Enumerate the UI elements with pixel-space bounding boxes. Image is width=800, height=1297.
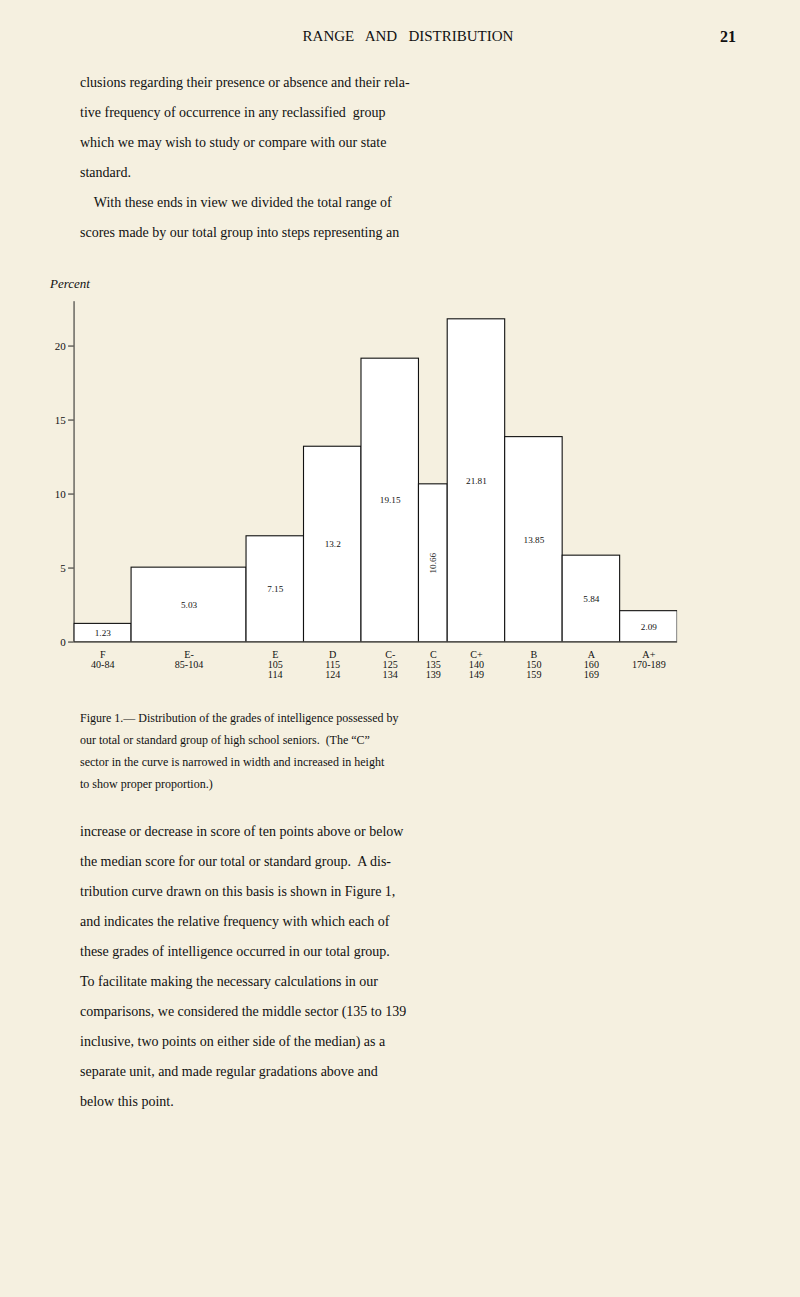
svg-text:C135139: C135139: [426, 649, 441, 680]
svg-text:7.15: 7.15: [267, 584, 283, 594]
html-text:below this point.: below this point.: [80, 1093, 174, 1109]
html-text:sector in the curve is narrowe: sector in the curve is narrowed in width…: [80, 754, 385, 769]
html-text:which we may wish to study or: which we may wish to study or compare wi…: [80, 135, 387, 150]
svg-text:1.23: 1.23: [95, 628, 111, 638]
svg-text:F40-84: F40-84: [91, 649, 115, 670]
html-text:RANGE AND DISTRIBUTION: RANGE AND DISTRIBUTION: [302, 28, 514, 44]
html-text:increase or decrease in score: increase or decrease in score of ten poi…: [80, 823, 404, 839]
svg-text:D115124: D115124: [325, 649, 340, 680]
html-text:the median score for our total: the median score for our total or standa…: [80, 853, 391, 869]
html-text:tive frequency of occurrence i: tive frequency of occurrence in any recl…: [80, 105, 386, 120]
html-text:our total or standard group of: our total or standard group of high scho…: [80, 732, 370, 747]
svg-text:C+140149: C+140149: [469, 649, 484, 680]
html-text:21: 21: [720, 28, 736, 45]
svg-text:10.66: 10.66: [428, 552, 438, 573]
html-text:clusions regarding their prese: clusions regarding their presence or abs…: [80, 75, 410, 90]
svg-text:E105114: E105114: [268, 649, 283, 680]
html-text:separate unit, and made regula: separate unit, and made regular gradatio…: [80, 1063, 378, 1079]
svg-text:5.03: 5.03: [181, 600, 197, 610]
svg-text:B150159: B150159: [526, 649, 541, 680]
html-text:Percent: Percent: [50, 276, 90, 291]
svg-text:A160169: A160169: [584, 649, 599, 680]
html-text:and indicates the relative fre: and indicates the relative frequency wit…: [80, 913, 390, 929]
html-text:Figure 1.— Distribution of the: Figure 1.— Distribution of the grades of…: [80, 710, 399, 725]
html-text:With these ends in view we div: With these ends in view we divided the t…: [80, 195, 392, 210]
svg-text:10: 10: [55, 488, 67, 500]
svg-text:19.15: 19.15: [380, 495, 401, 505]
html-text:standard.: standard.: [80, 165, 131, 180]
svg-text:21.81: 21.81: [466, 476, 487, 486]
svg-text:0: 0: [60, 636, 66, 648]
html-text:scores made by our total group: scores made by our total group into step…: [80, 225, 400, 240]
svg-text:5.84: 5.84: [583, 594, 599, 604]
html-text:to show proper proportion.): to show proper proportion.): [80, 776, 213, 791]
svg-text:15: 15: [55, 414, 67, 426]
html-text:tribution curve drawn on this: tribution curve drawn on this basis is s…: [80, 883, 396, 899]
html-text:these grades of intelligence o: these grades of intelligence occurred in…: [80, 943, 390, 959]
html-text:inclusive, two points on eithe: inclusive, two points on either side of …: [80, 1033, 386, 1049]
html-text:comparisons, we considered the: comparisons, we considered the middle se…: [80, 1003, 407, 1019]
svg-text:A+170-189: A+170-189: [632, 649, 666, 670]
html-text:To facilitate making the neces: To facilitate making the necessary calcu…: [80, 973, 378, 989]
svg-text:5: 5: [60, 562, 66, 574]
svg-text:2.09: 2.09: [641, 622, 657, 632]
svg-text:C-125134: C-125134: [383, 649, 398, 680]
svg-text:E-85-104: E-85-104: [175, 649, 204, 670]
svg-text:20: 20: [55, 340, 67, 352]
svg-text:13.85: 13.85: [524, 535, 545, 545]
svg-text:13.2: 13.2: [325, 539, 341, 549]
